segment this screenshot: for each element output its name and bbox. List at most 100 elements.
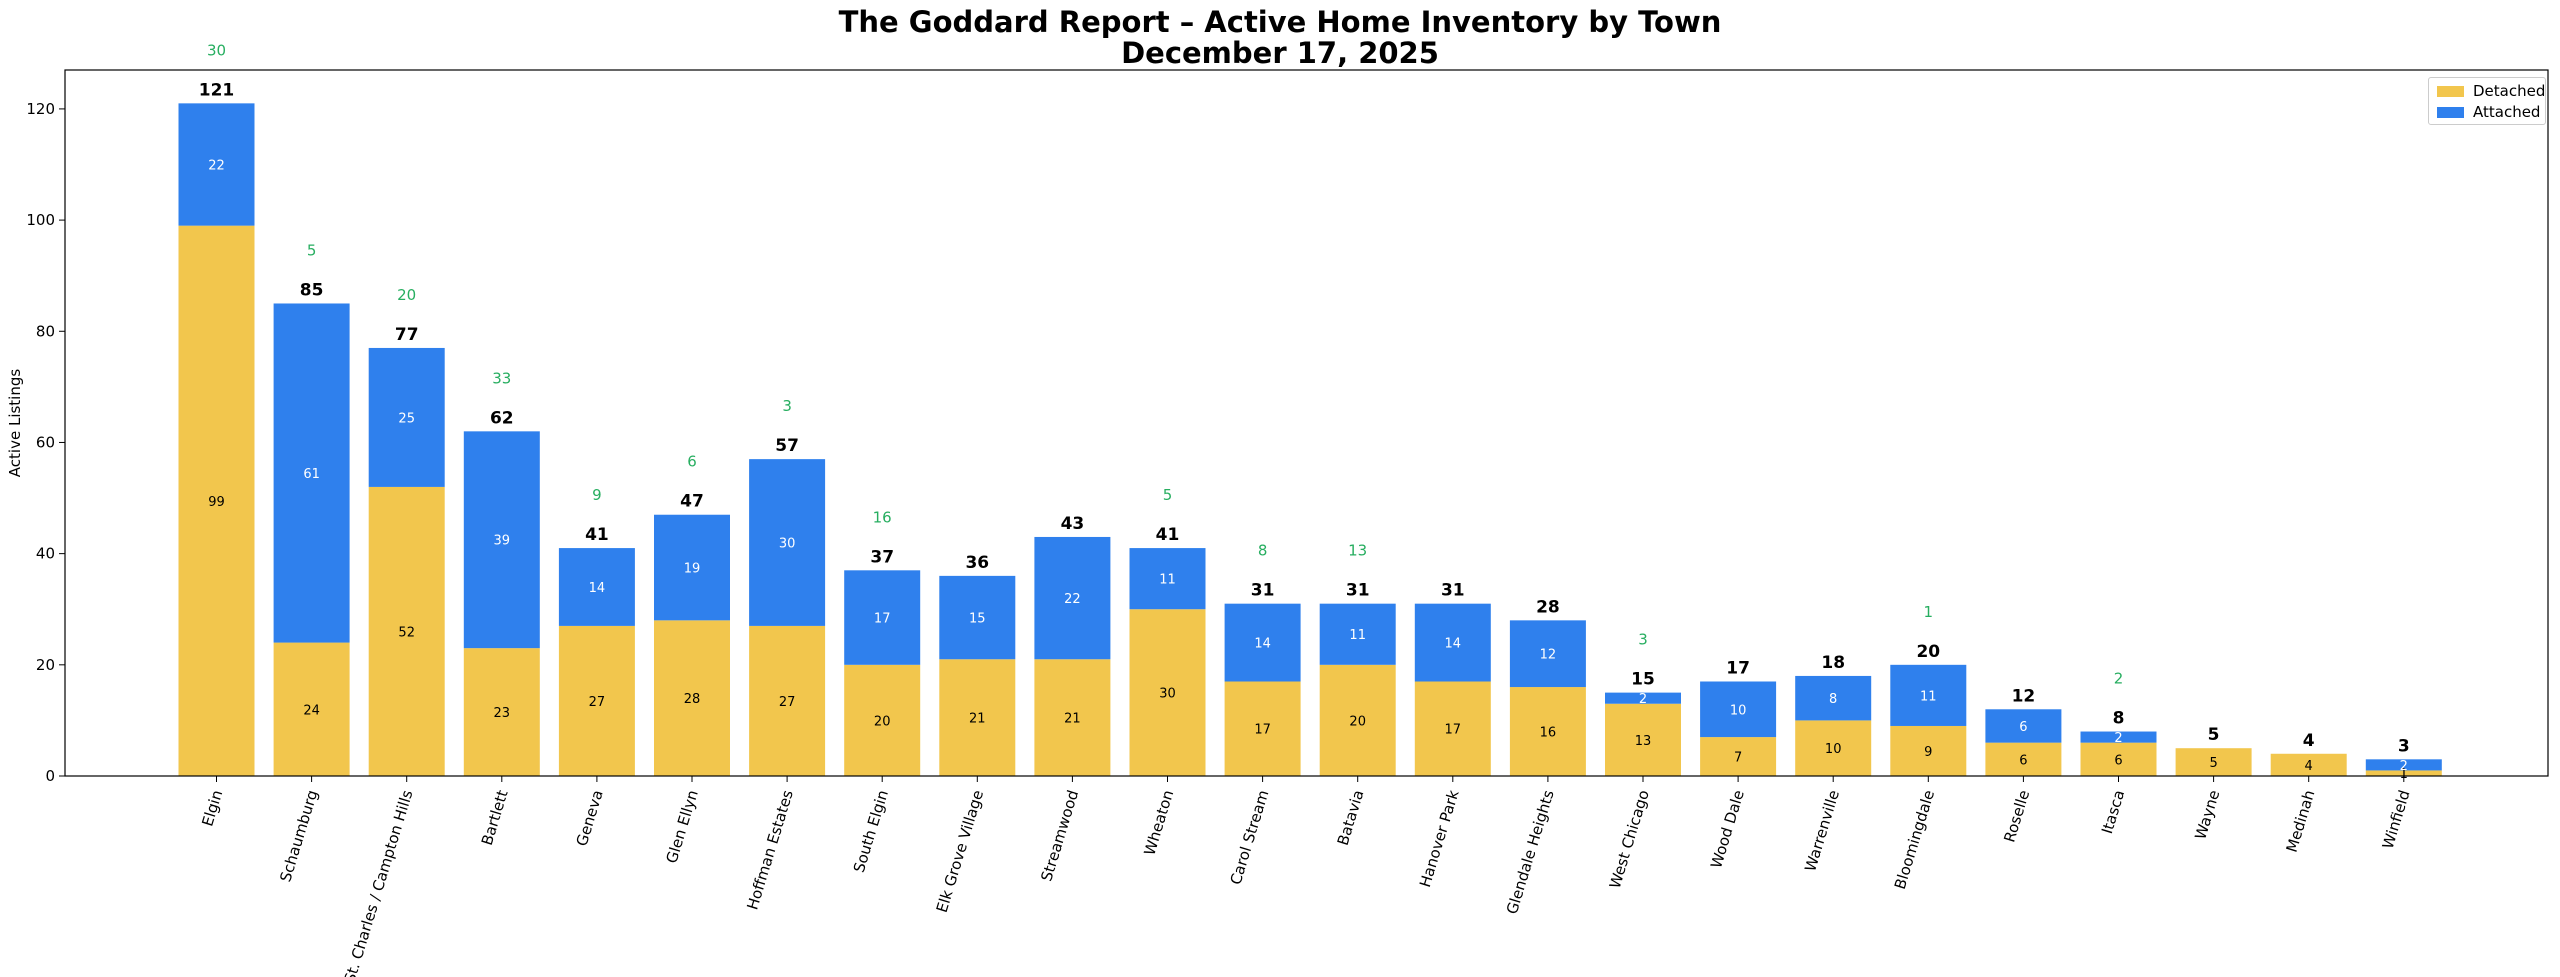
label-attached-st-charles-campton-hills: 25 xyxy=(398,411,415,426)
extra-label-st-charles-campton-hills: 20 xyxy=(397,286,416,304)
label-attached-west-chicago: 2 xyxy=(1639,692,1647,707)
bars-layer xyxy=(178,103,2442,776)
x-tick-label-elgin: Elgin xyxy=(198,788,226,828)
bar-attached-bloomingdale xyxy=(1890,664,1967,726)
extra-label-batavia: 13 xyxy=(1348,542,1367,560)
label-detached-glendale-heights: 16 xyxy=(1540,726,1557,741)
extra-label-bartlett: 33 xyxy=(492,369,511,387)
bar-attached-wheaton xyxy=(1129,548,1206,610)
total-label-geneva: 41 xyxy=(585,525,609,545)
total-label-batavia: 31 xyxy=(1346,581,1370,601)
x-tick-label-wayne: Wayne xyxy=(2191,788,2223,842)
extra-label-schaumburg: 5 xyxy=(307,241,317,259)
label-attached-elk-grove-village: 15 xyxy=(969,612,986,627)
x-tick-label-itasca: Itasca xyxy=(2098,788,2128,836)
label-detached-elk-grove-village: 21 xyxy=(969,712,986,727)
extra-label-itasca: 2 xyxy=(2114,670,2124,688)
legend-swatch-attached xyxy=(2437,106,2464,118)
total-label-wood-dale: 17 xyxy=(1726,658,1750,678)
x-tick-label-schaumburg: Schaumburg xyxy=(276,788,321,884)
label-detached-roselle: 6 xyxy=(2019,753,2027,768)
x-tick-label-hanover-park: Hanover Park xyxy=(1416,788,1463,890)
total-label-glen-ellyn: 47 xyxy=(680,492,704,512)
extra-label-wheaton: 5 xyxy=(1163,486,1173,504)
x-tick-label-glen-ellyn: Glen Ellyn xyxy=(663,788,702,865)
label-attached-hanover-park: 14 xyxy=(1445,637,1462,652)
total-label-elk-grove-village: 36 xyxy=(965,553,989,573)
bar-attached-bartlett xyxy=(463,431,540,649)
bar-attached-glendale-heights xyxy=(1509,620,1586,688)
legend-item-attached: Attached xyxy=(2437,103,2540,121)
bar-attached-winfield xyxy=(2365,759,2442,771)
bar-attached-warrenville xyxy=(1795,675,1872,721)
chart-title: The Goddard Report – Active Home Invento… xyxy=(838,5,1722,39)
x-tick-label-carol-stream: Carol Stream xyxy=(1227,788,1273,887)
label-attached-hoffman-estates: 30 xyxy=(779,537,796,552)
label-attached-bloomingdale: 11 xyxy=(1920,689,1937,704)
x-tick-label-st-charles-campton-hills: St. Charles / Campton Hills xyxy=(341,788,417,977)
x-tick-label-roselle: Roselle xyxy=(2000,788,2033,844)
total-label-warrenville: 18 xyxy=(1821,653,1845,673)
bar-detached-glendale-heights xyxy=(1509,687,1586,776)
bar-detached-st-charles-campton-hills xyxy=(368,486,445,776)
x-tick-label-streamwood: Streamwood xyxy=(1037,788,1082,884)
legend-swatch-detached xyxy=(2437,85,2464,97)
x-tick-label-wood-dale: Wood Dale xyxy=(1707,788,1748,870)
label-attached-carol-stream: 14 xyxy=(1254,637,1271,652)
bar-detached-bloomingdale xyxy=(1890,725,1967,776)
bar-detached-elk-grove-village xyxy=(939,659,1016,776)
x-tick-label-bloomingdale: Bloomingdale xyxy=(1891,788,1938,892)
bar-detached-itasca xyxy=(2080,742,2157,776)
label-detached-winfield: 1 xyxy=(2400,767,2408,782)
total-label-south-elgin: 37 xyxy=(870,547,894,567)
x-tick-label-hoffman-estates: Hoffman Estates xyxy=(743,788,797,912)
x-tick-label-geneva: Geneva xyxy=(573,788,607,848)
label-attached-schaumburg: 61 xyxy=(303,467,320,482)
label-detached-batavia: 20 xyxy=(1349,714,1366,729)
legend: Detached Attached xyxy=(2428,77,2546,125)
label-attached-glen-ellyn: 19 xyxy=(684,562,701,577)
bar-detached-batavia xyxy=(1319,664,1396,776)
bar-attached-schaumburg xyxy=(273,303,350,643)
label-detached-streamwood: 21 xyxy=(1064,712,1081,727)
label-detached-medinah: 4 xyxy=(2305,759,2313,774)
bar-attached-elgin xyxy=(178,103,255,226)
bar-detached-winfield xyxy=(2365,770,2442,776)
label-attached-winfield: 2 xyxy=(2400,759,2408,774)
label-detached-west-chicago: 13 xyxy=(1635,734,1652,749)
y-tick-label-0: 0 xyxy=(45,767,55,785)
legend-label-attached: Attached xyxy=(2473,103,2541,121)
x-tick-label-bartlett: Bartlett xyxy=(478,788,512,848)
x-tick-label-medinah: Medinah xyxy=(2283,788,2319,855)
bar-detached-warrenville xyxy=(1795,720,1872,776)
extra-label-glen-ellyn: 6 xyxy=(687,453,697,471)
total-label-streamwood: 43 xyxy=(1061,514,1085,534)
bar-detached-carol-stream xyxy=(1224,681,1301,776)
bar-detached-geneva xyxy=(558,625,635,776)
x-tick-label-wheaton: Wheaton xyxy=(1140,788,1177,858)
bar-attached-carol-stream xyxy=(1224,603,1301,682)
x-tick-label-winfield: Winfield xyxy=(2379,788,2414,851)
label-detached-itasca: 6 xyxy=(2114,753,2122,768)
label-attached-bartlett: 39 xyxy=(494,534,511,549)
bar-attached-west-chicago xyxy=(1605,692,1681,704)
x-tick-label-glendale-heights: Glendale Heights xyxy=(1503,788,1558,917)
total-label-hoffman-estates: 57 xyxy=(775,436,799,456)
label-detached-bartlett: 23 xyxy=(494,706,511,721)
extra-label-west-chicago: 3 xyxy=(1638,631,1648,649)
bar-detached-west-chicago xyxy=(1605,703,1681,776)
bar-detached-elgin xyxy=(178,225,255,776)
label-attached-geneva: 14 xyxy=(589,581,606,596)
label-detached-carol-stream: 17 xyxy=(1254,723,1271,738)
bar-detached-roselle xyxy=(1985,742,2062,776)
label-detached-hoffman-estates: 27 xyxy=(779,695,796,710)
extra-label-elgin: 30 xyxy=(207,41,226,59)
y-tick-label-80: 80 xyxy=(36,322,55,340)
label-detached-st-charles-campton-hills: 52 xyxy=(398,625,415,640)
total-label-carol-stream: 31 xyxy=(1251,581,1275,601)
bar-detached-south-elgin xyxy=(844,664,921,776)
legend-label-detached: Detached xyxy=(2473,82,2546,100)
y-tick-label-60: 60 xyxy=(36,433,55,451)
total-label-itasca: 8 xyxy=(2113,709,2125,729)
total-label-winfield: 3 xyxy=(2398,736,2410,756)
